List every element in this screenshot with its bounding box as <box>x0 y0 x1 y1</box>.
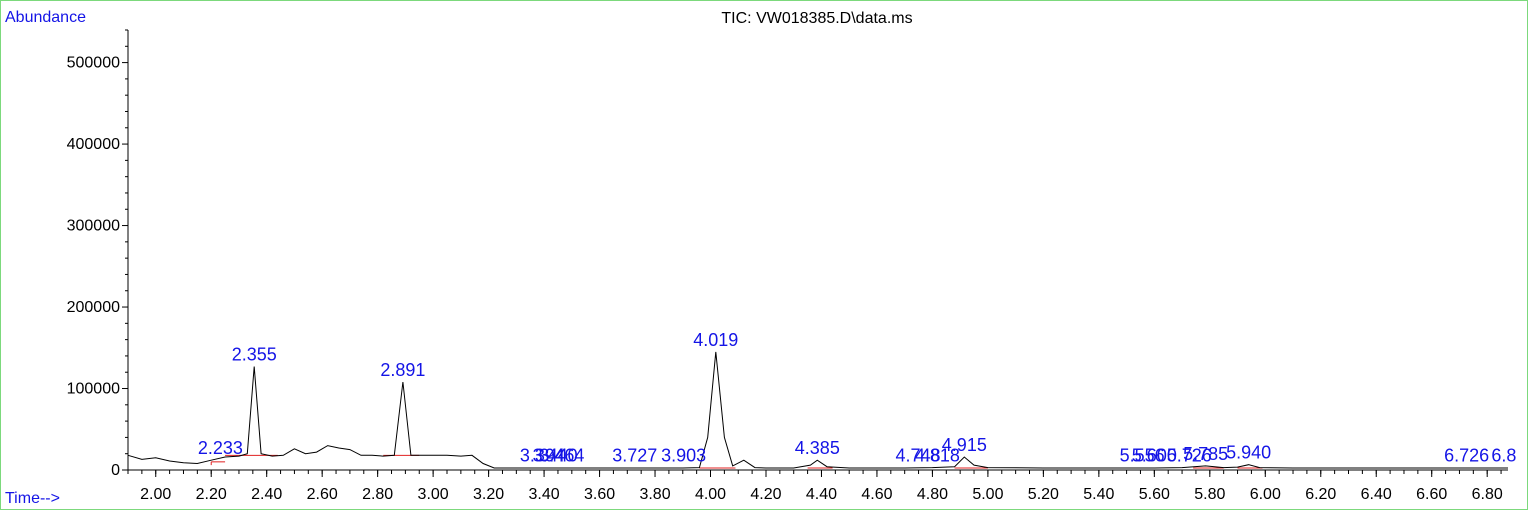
peak-label: 3.440 <box>533 446 578 466</box>
x-tick-label: 4.20 <box>750 486 781 503</box>
peak-label: 2.891 <box>380 360 425 380</box>
peak-label: 3.464 <box>539 446 584 466</box>
tic-trace-line <box>127 351 1508 469</box>
y-tick-label: 500000 <box>67 55 120 72</box>
y-tick-label: 200000 <box>67 299 120 316</box>
x-tick-label: 3.40 <box>529 486 560 503</box>
x-axis-label: Time--> <box>5 490 60 507</box>
y-tick-label: 400000 <box>67 136 120 153</box>
peak-label: 6.8 <box>1491 446 1516 466</box>
x-tick-label: 3.00 <box>418 486 449 503</box>
x-tick-label: 4.80 <box>917 486 948 503</box>
y-axis-label: Abundance <box>5 9 86 26</box>
peak-label: 4.385 <box>795 438 840 458</box>
y-tick-label: 0 <box>111 462 120 479</box>
y-tick-label: 100000 <box>67 381 120 398</box>
ticks: 0 100000 200000 300000 400000 500000 2.00 2.20 2… <box>67 29 1503 503</box>
x-tick-label: 2.60 <box>307 486 338 503</box>
x-tick-label: 6.60 <box>1416 486 1447 503</box>
integration-baselines <box>210 454 1263 469</box>
chart-title: TIC: VW018385.D\data.ms <box>721 10 912 27</box>
peak-label: 2.233 <box>198 438 243 458</box>
x-tick-label: 5.60 <box>1139 486 1170 503</box>
x-tick-label: 4.60 <box>861 486 892 503</box>
peak-label: 4.019 <box>693 330 738 350</box>
x-tick-label: 4.00 <box>695 486 726 503</box>
axes <box>127 30 1508 471</box>
x-tick-label: 3.80 <box>639 486 670 503</box>
peak-label: 4.915 <box>942 435 987 455</box>
x-tick-label: 6.40 <box>1361 486 1392 503</box>
peak-label: 5.940 <box>1226 443 1271 463</box>
x-tick-label: 5.20 <box>1028 486 1059 503</box>
x-tick-label: 2.00 <box>140 486 171 503</box>
peak-label: 5.556 <box>1120 446 1165 466</box>
x-tick-label: 2.20 <box>196 486 227 503</box>
x-tick-label: 5.00 <box>972 486 1003 503</box>
peak-label: 5.600 <box>1132 446 1177 466</box>
peak-label: 5.785 <box>1183 444 1228 464</box>
peak-label: 3.727 <box>612 446 657 466</box>
peak-label: 4.748 <box>895 446 940 466</box>
x-tick-label: 2.80 <box>362 486 393 503</box>
peak-label: 6.726 <box>1444 446 1489 466</box>
peak-label: 4.818 <box>915 446 960 466</box>
x-tick-label: 6.20 <box>1305 486 1336 503</box>
x-tick-label: 6.80 <box>1472 486 1503 503</box>
x-tick-label: 2.40 <box>251 486 282 503</box>
x-tick-label: 3.20 <box>473 486 504 503</box>
x-tick-label: 3.60 <box>584 486 615 503</box>
peak-label: 3.903 <box>661 446 706 466</box>
peak-label: 5.726 <box>1167 446 1212 466</box>
peak-label: 3.394 <box>520 446 565 466</box>
x-tick-label: 4.40 <box>806 486 837 503</box>
peak-label: 2.355 <box>232 345 277 365</box>
x-tick-label: 6.00 <box>1250 486 1281 503</box>
x-tick-label: 5.80 <box>1194 486 1225 503</box>
x-tick-label: 5.40 <box>1083 486 1114 503</box>
y-tick-label: 300000 <box>67 218 120 235</box>
